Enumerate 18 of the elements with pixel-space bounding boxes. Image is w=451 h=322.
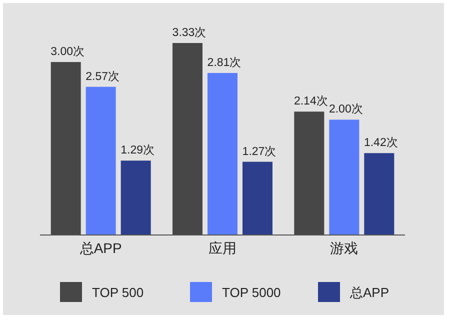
data-label: 2.57次 [86, 70, 120, 83]
x-tick-label: 应用 [208, 240, 236, 256]
legend-label: TOP 500 [92, 285, 144, 300]
data-label: 1.27次 [242, 144, 277, 158]
data-label: 3.00次 [50, 45, 86, 58]
data-label: 2.14次 [294, 94, 328, 108]
x-tick-label: 游戏 [330, 240, 358, 256]
data-label: 1.29次 [120, 144, 156, 157]
x-tick-label: 总APP [78, 240, 122, 256]
legend-label: 总APP [349, 285, 390, 300]
legend-item: 总APP [318, 282, 390, 302]
data-label: 1.42次 [364, 136, 398, 150]
data-label: 2.00次 [328, 102, 364, 116]
data-label: 2.81次 [207, 56, 242, 69]
data-label: 3.33次 [172, 26, 207, 39]
legend-label: TOP 5000 [222, 285, 281, 300]
legend-item: TOP 500 [60, 282, 144, 302]
legend-item: TOP 5000 [190, 282, 281, 302]
